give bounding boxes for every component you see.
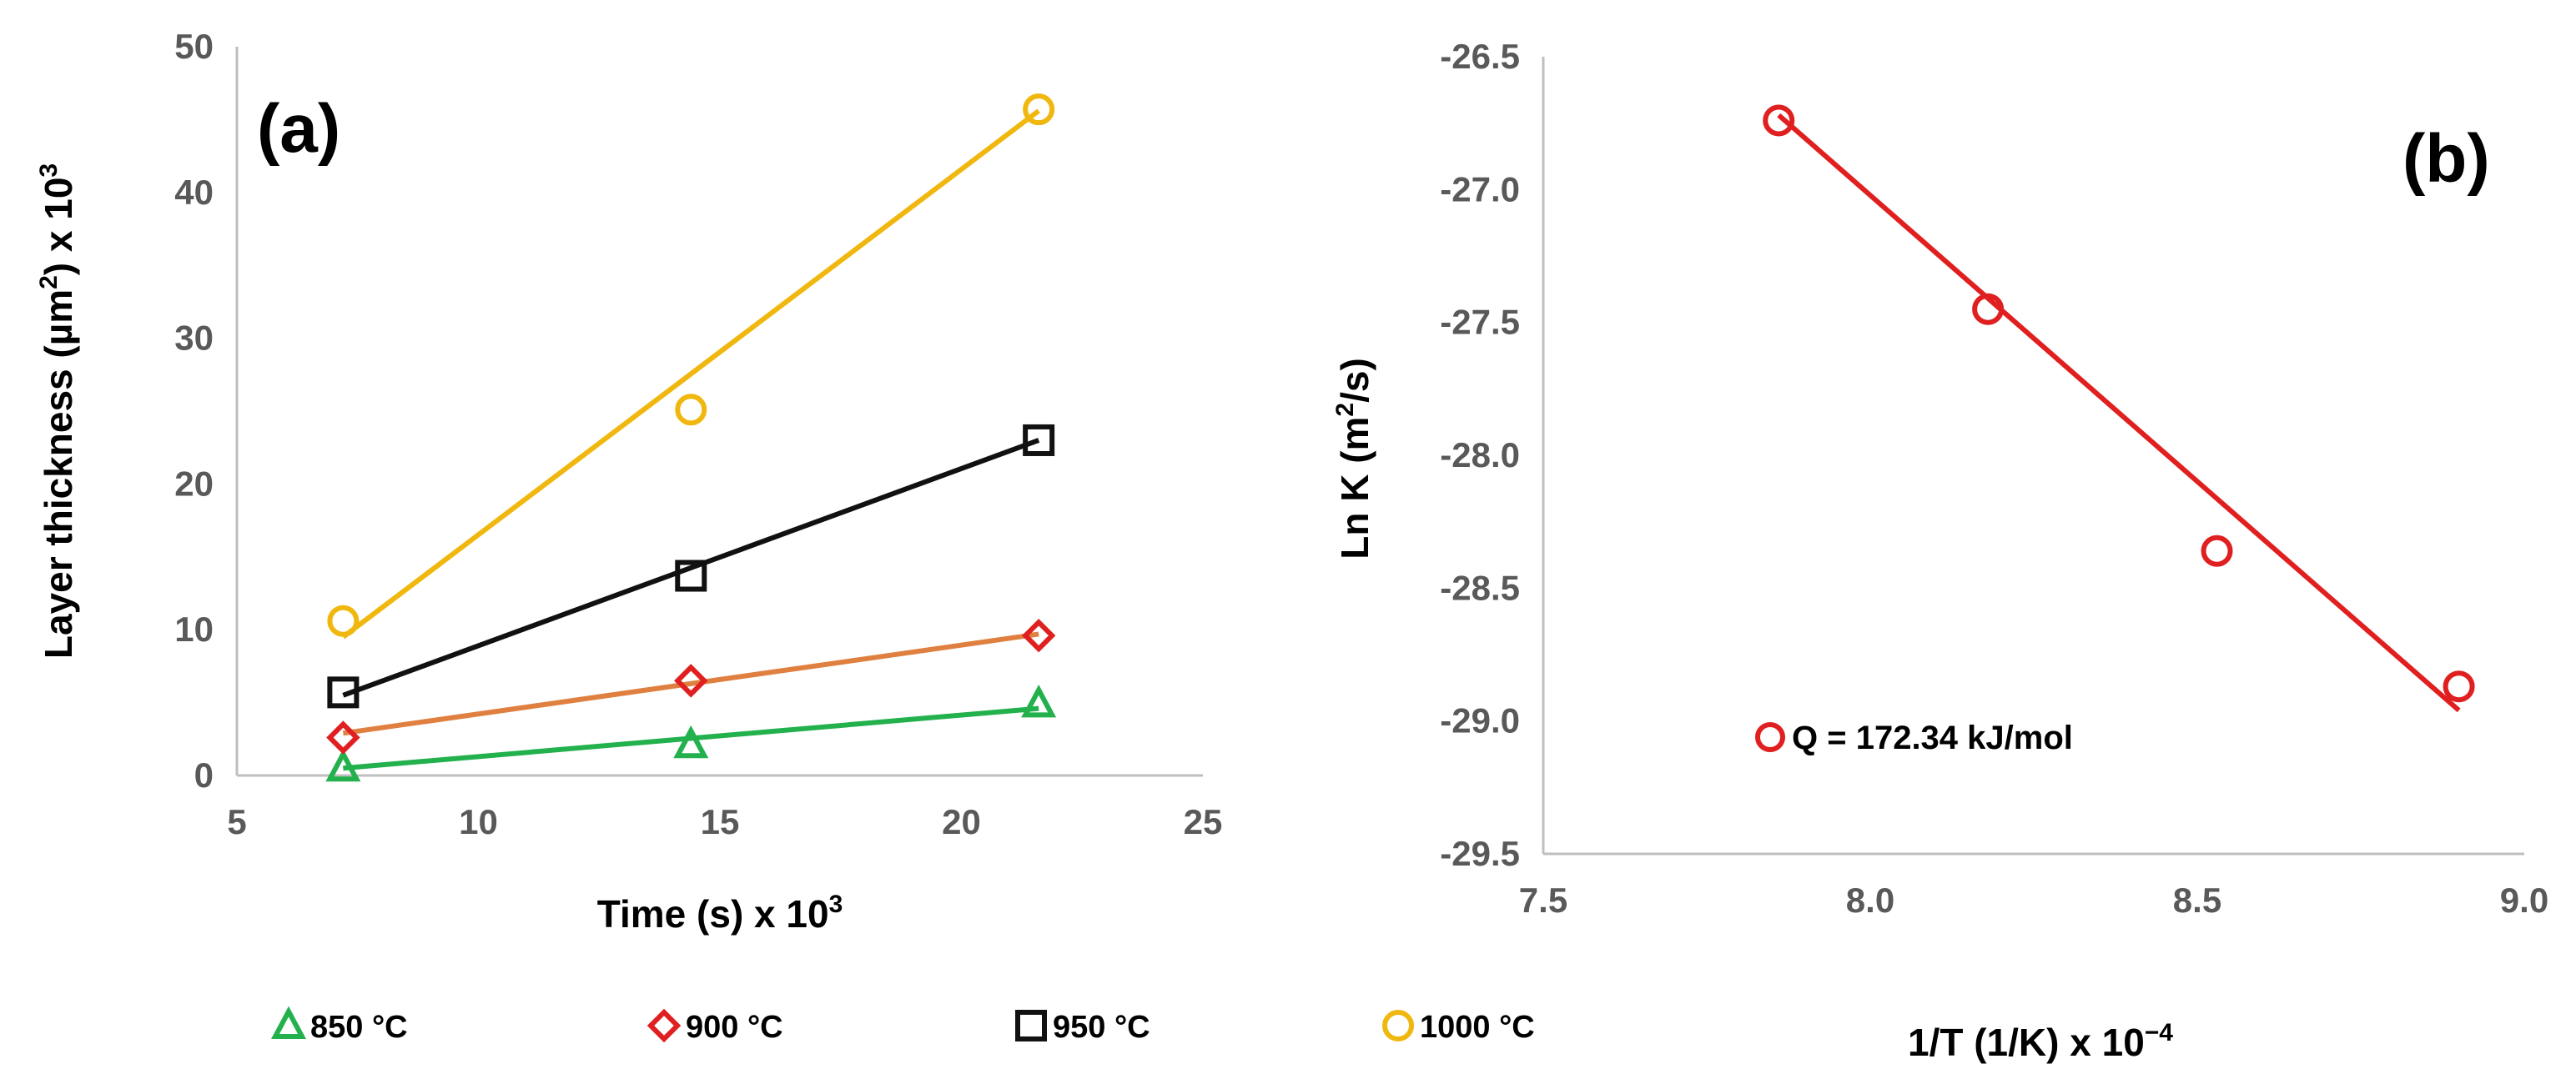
legend-item: 850 °C (271, 1006, 408, 1045)
panel-a-y-axis-title-sup1: 2 (35, 275, 63, 289)
panel-a-label: (a) (257, 91, 340, 167)
panel-b-x-tick-label: 8.5 (2173, 881, 2221, 920)
panel-a-data-point (327, 605, 360, 637)
panel-a-legend: 850 °C 900 °C 950 °C 1000 °C (271, 1006, 1535, 1045)
panel-b-x-axis-title-sup: −4 (2145, 1019, 2174, 1046)
panel-b-y-tick-label: -27.5 (1440, 303, 1520, 342)
panel-a-x-tick-label: 25 (1184, 802, 1223, 841)
panel-b-y-tick-label: -28.5 (1440, 568, 1520, 607)
panel-b-data-point (1763, 104, 1795, 137)
panel-a-data-point (675, 560, 707, 592)
panel-a-y-axis-title-sup2: 3 (35, 163, 63, 178)
panel-a-data-point (675, 394, 707, 426)
panel-a-x-tick-label: 15 (701, 802, 740, 841)
panel-a-x-axis-title-sup: 3 (829, 891, 843, 918)
panel-b-y-axis-title-post: /s) (1333, 358, 1376, 403)
panel-b-x-tick-label: 8.0 (1846, 881, 1894, 920)
panel-b-x-tick-label: 7.5 (1519, 881, 1567, 920)
panel-a-data-point (1021, 618, 1056, 653)
panel-b-annotation: Q = 172.34 kJ/mol (1792, 720, 2073, 756)
panel-a-data-point (326, 720, 360, 755)
panel-a-fit-line-1 (342, 631, 1039, 736)
panel-a-x-axis-title-text: Time (s) x 10 (597, 892, 829, 936)
panel-a-x-tick-label: 10 (459, 802, 498, 841)
panel-a-x-tick-label: 20 (942, 802, 981, 841)
panel-b-data-point (1972, 293, 2005, 325)
panel-b-y-tick-label: -28.0 (1440, 435, 1520, 474)
panel-a-fit-line-2 (342, 438, 1040, 698)
legend-label: 1000 °C (1420, 1010, 1535, 1045)
legend-marker (647, 1008, 682, 1043)
chart-panel-b: -29.5 -29.0 -28.5 -28.0 -27.5 -27.0 -26.5 7.5 8… (1331, 37, 2548, 1064)
panel-b-y-tick-label: -27.0 (1440, 169, 1520, 208)
panel-a-y-tick-label: 40 (174, 173, 214, 212)
panel-a-x-axis-title: Time (s) x 103 (597, 891, 843, 936)
legend-marker (271, 1006, 306, 1039)
panel-b-y-tick-label: -29.5 (1440, 834, 1520, 873)
panel-a-data-point (1023, 93, 1055, 126)
panel-b-x-tick-label: 9.0 (2500, 881, 2548, 920)
legend-item: 1000 °C (1382, 1010, 1535, 1045)
panel-a-y-tick-label: 50 (174, 27, 214, 66)
panel-b-fit-line-0 (1777, 113, 2461, 713)
legend-marker (1382, 1010, 1414, 1041)
panel-a-y-tick-label: 20 (174, 464, 214, 503)
panel-a-y-axis-title: Layer thickness (µm2) x 103 (35, 163, 80, 659)
panel-b-data-point (2201, 534, 2233, 567)
panel-a-data-point (327, 676, 360, 709)
panel-a-y-axis-title-pre: Layer thickness (µm (37, 289, 80, 659)
panel-b-label: (b) (2402, 121, 2490, 197)
panel-a-data-point (674, 664, 708, 698)
panel-a-y-axis-title-mid: ) x 10 (37, 178, 80, 276)
panel-a-x-tick-label: 5 (227, 802, 246, 841)
panel-a-data-point (325, 748, 361, 782)
panel-b-y-tick-label: -29.0 (1440, 701, 1520, 740)
panel-b-x-axis-title: 1/T (1/K) x 10−4 (1908, 1019, 2173, 1064)
legend-label: 950 °C (1053, 1010, 1150, 1045)
panel-a-y-tick-label: 30 (174, 319, 214, 358)
panel-a-y-tick-label: 10 (174, 610, 214, 649)
legend-marker (1015, 1010, 1047, 1041)
panel-b-y-axis-title: Ln K (m2/s) (1331, 358, 1376, 560)
panel-a-data-point (1021, 684, 1057, 718)
panel-b-data-point (2443, 670, 2475, 703)
panel-a-data-point (1023, 424, 1055, 456)
panel-b-y-tick-label: -26.5 (1440, 37, 1520, 76)
panel-a-fit-line-0 (343, 705, 1039, 771)
panel-a-y-tick-label: 0 (194, 755, 214, 795)
legend-label: 900 °C (686, 1010, 783, 1045)
panel-a-fit-line-3 (341, 108, 1040, 640)
panel-b-x-axis-title-text: 1/T (1/K) x 10 (1908, 1021, 2145, 1064)
legend-item: 950 °C (1015, 1010, 1150, 1045)
panel-b-y-axis-title-pre: Ln K (m (1333, 417, 1376, 560)
panel-b-y-axis-title-sup: 2 (1331, 403, 1359, 417)
panel-b-annotation-marker (1755, 722, 1785, 752)
panel-a-data-point (673, 725, 709, 759)
legend-label: 850 °C (310, 1010, 408, 1045)
legend-item: 900 °C (647, 1008, 783, 1045)
